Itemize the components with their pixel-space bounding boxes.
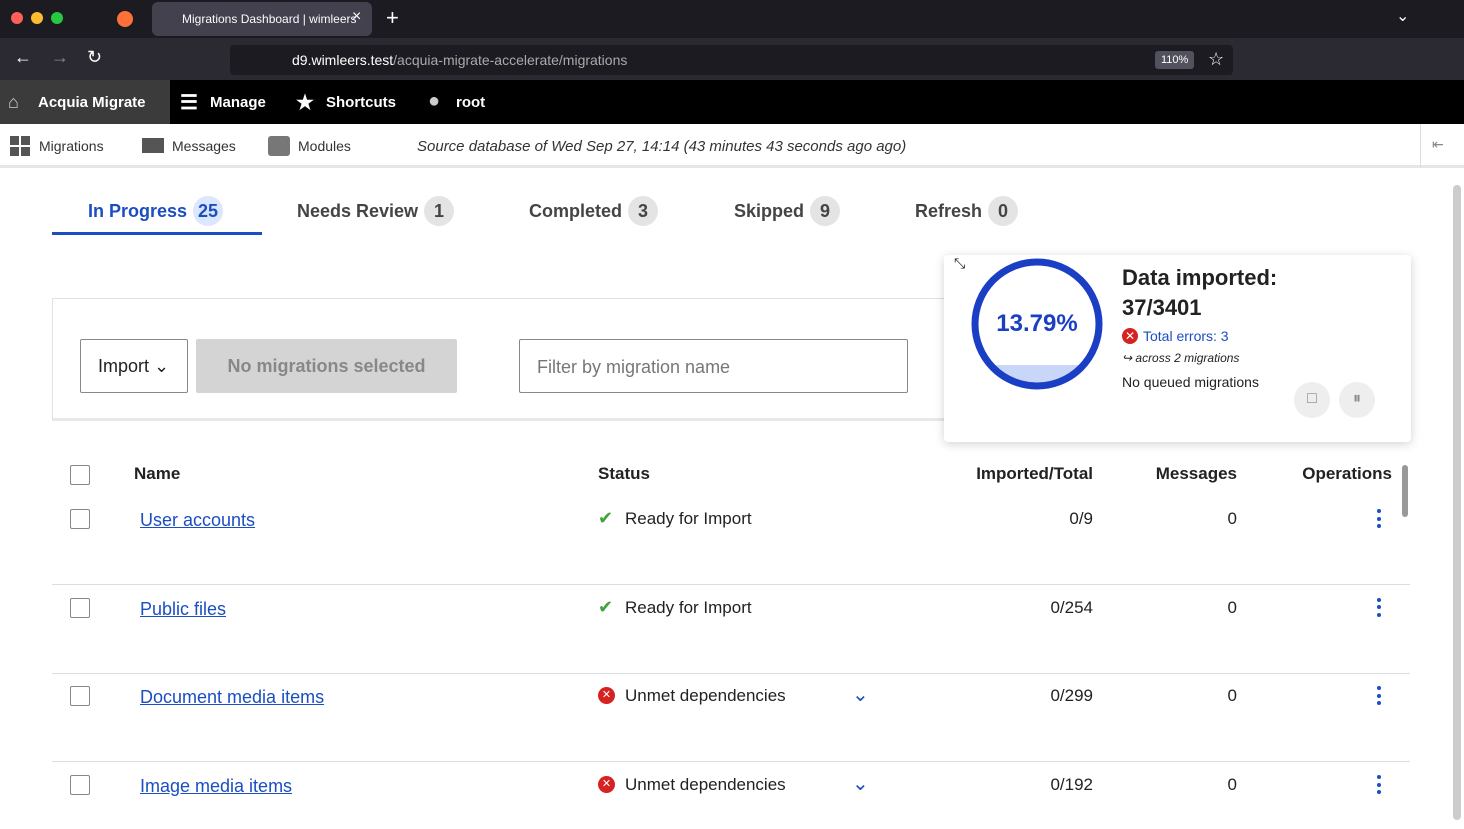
row-checkbox[interactable] [70, 597, 90, 618]
active-tab-underline [52, 232, 262, 235]
firefox-icon [117, 11, 133, 27]
imported-total: 0/9 [1069, 509, 1093, 528]
manage[interactable]: Manage [210, 94, 266, 111]
imported-total: 0/192 [1050, 775, 1093, 795]
browser-tab[interactable]: Migrations Dashboard | wimleers [152, 2, 372, 36]
zoom-level[interactable]: 110% [1155, 51, 1195, 69]
status-icon: ✔ [598, 596, 614, 617]
migration-link[interactable]: User accounts [140, 510, 256, 530]
imported-total: 0/299 [1050, 686, 1093, 706]
new-tab[interactable]: + [386, 5, 399, 30]
reload[interactable]: ↻ [87, 47, 103, 67]
queue-status: No queued migrations [1122, 374, 1259, 390]
admin-toolbar: ⌂ Acquia Migrate ☰ Manage ★ Shortcuts ● … [0, 80, 1464, 124]
row-checkbox[interactable] [70, 775, 90, 796]
url-host: d9.wimleers.test [292, 52, 394, 68]
imported-total: 0/254 [1050, 597, 1093, 617]
minimize[interactable]: ⤡ [954, 255, 966, 271]
status-text: Unmet dependencies [625, 775, 786, 795]
forward[interactable]: → [51, 47, 69, 67]
progress-ratio: 37/3401 [1122, 295, 1202, 320]
header-operations: Operations [1302, 464, 1392, 483]
brand[interactable]: Acquia Migrate [38, 94, 146, 111]
status-icon: ✕ [598, 687, 615, 705]
errors-detail: across 2 migrations [1135, 351, 1240, 365]
migration-link[interactable]: Image media items [140, 776, 293, 797]
user[interactable]: root [456, 94, 486, 111]
status-text: Ready for Import [625, 597, 752, 617]
row-separator [52, 672, 1410, 674]
header-messages: Messages [1155, 464, 1237, 483]
scrollbar[interactable] [1453, 185, 1461, 820]
star-icon: ★ [296, 92, 314, 114]
status-text: Unmet dependencies [625, 686, 786, 706]
brand-icon: ⌂ [8, 92, 19, 112]
pause-button[interactable]: ⏸ [1339, 382, 1375, 418]
source-note: Source database of Wed Sep 27, 14:14 (43… [417, 138, 907, 155]
row-checkbox[interactable] [70, 509, 90, 529]
header-imported: Imported/Total [976, 464, 1093, 483]
url-path: /acquia-migrate-accelerate/migrations [393, 52, 628, 68]
status-icon: ✕ [598, 776, 615, 794]
messages-link[interactable]: Messages [172, 138, 236, 154]
modules-link[interactable]: Modules [298, 138, 351, 154]
operations-menu[interactable] [1377, 597, 1381, 621]
menu-icon: ☰ [180, 92, 198, 114]
message-count: 0 [1227, 597, 1237, 617]
user-icon: ● [428, 90, 441, 112]
tab-skipped[interactable]: Skipped 9 [734, 196, 841, 226]
select-all[interactable] [70, 465, 90, 485]
tab-title: Migrations Dashboard | wimleers [182, 12, 357, 26]
progress-percent: 13.79% [996, 310, 1078, 337]
bookmark[interactable]: ☆ [1208, 49, 1225, 69]
bulk-button[interactable]: No migrations selected [196, 339, 457, 393]
row-separator [52, 584, 1410, 585]
tab-bar: Migrations Dashboard | wimleers × + ⌄ [0, 0, 1464, 38]
back[interactable]: ← [14, 47, 32, 67]
operations-menu[interactable] [1377, 686, 1381, 709]
expand-toggle[interactable]: ⌄ [852, 684, 869, 707]
row-checkbox[interactable] [70, 686, 90, 707]
import-select[interactable]: Import ⌄ [80, 339, 188, 393]
progress-ring [971, 258, 1103, 390]
tab-completed[interactable]: Completed 3 [529, 196, 659, 226]
message-count: 0 [1227, 686, 1237, 706]
operations-menu[interactable] [1377, 509, 1381, 532]
progress-title: Data imported: [1122, 265, 1278, 290]
filter-input[interactable]: Filter by migration name [519, 339, 908, 393]
tab-close[interactable]: × [352, 8, 362, 25]
migration-link[interactable]: Document media items [140, 687, 325, 708]
shortcuts[interactable]: Shortcuts [326, 94, 397, 111]
status-text: Ready for Import [625, 509, 752, 528]
migrations-link[interactable]: Migrations [39, 138, 104, 154]
url-bar[interactable]: d9.wimleers.test/acquia-migrate-accelera… [230, 45, 1233, 75]
status-icon: ✔ [598, 508, 614, 528]
row-separator [52, 761, 1410, 763]
collapse[interactable]: ⇤ [1432, 136, 1444, 152]
sub-toolbar: Migrations Messages Modules Source datab… [0, 124, 1464, 168]
window-controls [11, 12, 63, 24]
message-count: 0 [1227, 775, 1237, 795]
expand-toggle[interactable]: ⌄ [852, 773, 869, 796]
stop-button[interactable]: □ [1294, 382, 1330, 418]
operations-menu[interactable] [1377, 775, 1381, 798]
tab-list[interactable]: ⌄ [1396, 8, 1410, 25]
errors-link[interactable]: Total errors: 3 [1143, 328, 1229, 344]
tab-in-progress[interactable]: In Progress 25 [88, 196, 224, 226]
tab-refresh[interactable]: Refresh 0 [915, 196, 1019, 226]
progress-card: ⤡ 13.79% Data imported: 37/3401 ✕ Total … [944, 255, 1411, 442]
migration-link[interactable]: Public files [140, 598, 227, 619]
tab-needs-review[interactable]: Needs Review 1 [297, 196, 455, 226]
header-status: Status [598, 464, 650, 483]
message-count: 0 [1227, 509, 1237, 528]
error-icon: ✕ [1122, 328, 1138, 344]
header-name: Name [134, 464, 181, 483]
